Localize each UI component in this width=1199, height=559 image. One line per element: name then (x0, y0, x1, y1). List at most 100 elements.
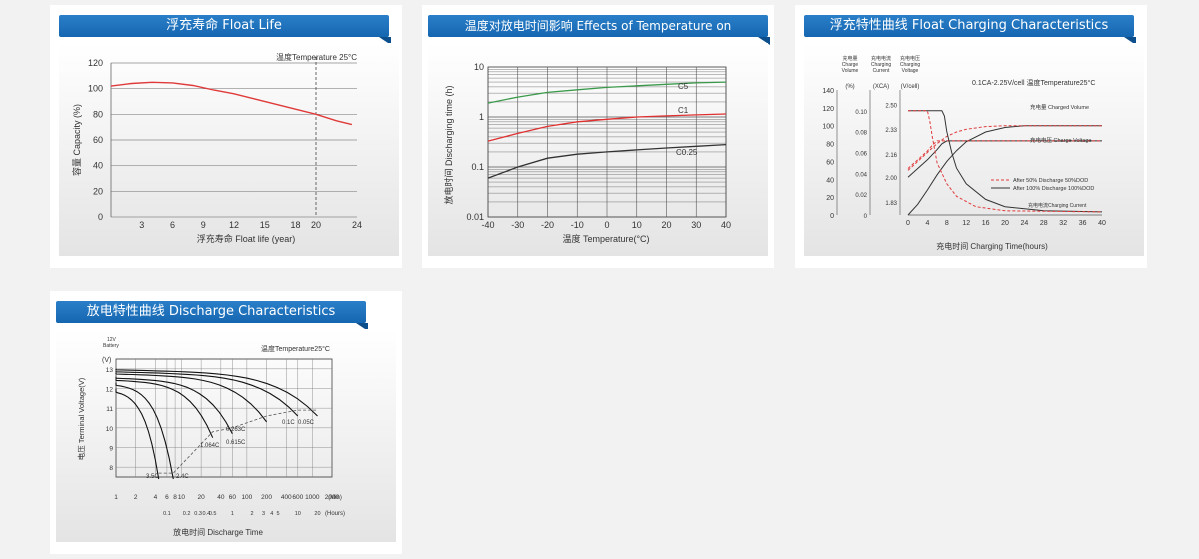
minute-tick-label: 100 (241, 494, 252, 501)
charging-current-50-line (908, 110, 1103, 213)
minute-tick-label: 6 (165, 494, 169, 501)
x-tick-label: 40 (721, 220, 731, 230)
column-header-cn: 充电电压 (900, 55, 920, 62)
float-life-card: 浮充寿命 Float Life 0 20 40 60 80 100 120 3 6 9 12 15 18… (50, 5, 402, 268)
rate-label: 2.4C (176, 474, 189, 480)
column-header-en: Voltage (902, 68, 919, 74)
rate-label: 0.1C (282, 420, 295, 426)
hour-tick-label: 20 (314, 511, 320, 517)
x-tick-label: 20 (1001, 220, 1009, 227)
x-tick-label: 3 (139, 220, 144, 230)
minute-tick-label: 1 (114, 494, 118, 501)
x-tick-label: 4 (925, 220, 929, 227)
end-voltage-line (158, 409, 318, 474)
y-tick-label: 20 (93, 186, 103, 196)
hour-tick-label: 0.3 (194, 511, 202, 517)
temp-effect-card: 温度对放电时间影响 Effects of Temperature on Disc… (422, 5, 774, 268)
series-label-c1: C1 (678, 106, 689, 115)
series-label-c025: C0.25 (676, 148, 698, 157)
minute-tick-label: 400 (281, 494, 292, 501)
plot-frame (115, 358, 333, 478)
current-tick-label: 0.08 (855, 131, 867, 137)
y-tick-label: 80 (93, 109, 103, 119)
hour-tick-label: 2 (251, 511, 254, 517)
volume-tick-label: 0 (830, 213, 834, 220)
series-line-C1 (487, 113, 727, 142)
column-header-cn: 充电电流 (871, 55, 891, 62)
column-header-en: Volume (842, 68, 859, 74)
column-header-en: Charging (871, 62, 892, 68)
x-axis-label: 充电时间 Charging Time(hours) (936, 241, 1048, 251)
hour-tick-label: 5 (277, 511, 280, 517)
series-line-C5 (487, 81, 727, 104)
y-tick-label: 0.1 (471, 162, 484, 172)
hour-tick-label: 3 (262, 511, 265, 517)
volume-tick-label: 140 (822, 88, 834, 95)
minute-tick-label: 40 (217, 494, 225, 501)
y-tick-label: 12 (106, 387, 114, 394)
x-tick-label: 0 (906, 220, 910, 227)
volume-tick-label: 80 (826, 142, 834, 149)
discharge-title: 放电特性曲线 Discharge Characteristics (56, 301, 368, 331)
hour-unit: (Hours) (325, 511, 345, 517)
x-axis-label: 浮充寿命 Float life (year) (197, 233, 296, 244)
current-tick-label: 0.10 (855, 110, 867, 116)
hour-tick-label: 4 (270, 511, 273, 517)
rate-label: 3.5C (146, 474, 159, 480)
y-tick-label: 40 (93, 161, 103, 171)
x-tick-label: 24 (1021, 220, 1029, 227)
volume-tick-label: 20 (826, 195, 834, 202)
minute-tick-label: 200 (261, 494, 272, 501)
condition-label: 0.1CA-2.25V/cell 温度Temperature25°C (972, 78, 1095, 87)
column-header-cn: 充电量 (842, 55, 857, 62)
float-charge-plot-bg (804, 43, 1144, 256)
current-tick-label: 0.02 (855, 193, 867, 199)
discharge-card: 放电特性曲线 Discharge Characteristics 1 2 4 6 8 10… (50, 291, 402, 554)
volume-tick-label: 60 (826, 159, 834, 166)
rate-label: 0.05C (298, 420, 315, 426)
x-tick-label: 15 (260, 220, 270, 230)
hour-tick-label: 0.5 (209, 511, 217, 517)
hour-tick-label: 0.1 (163, 511, 171, 517)
column-header-unit: (XCA) (873, 84, 889, 90)
x-tick-label: 24 (352, 220, 362, 230)
y-axis-label: 电压 Terminal Voltage(V) (76, 377, 86, 460)
hour-tick-label: 10 (295, 511, 301, 517)
x-tick-label: 36 (1079, 220, 1087, 227)
capacity-line (110, 81, 353, 126)
battery-label: Battery (103, 343, 119, 349)
discharge-curve-2.4C (115, 382, 174, 480)
legend-label-100: After 100% Discharge 100%DOD (1013, 186, 1094, 192)
x-tick-label: 28 (1040, 220, 1048, 227)
y-tick-label: 120 (88, 58, 103, 68)
x-tick-label: 9 (201, 220, 206, 230)
x-tick-label: -20 (541, 220, 554, 230)
minute-tick-label: 600 (292, 494, 303, 501)
float-life-title: 浮充寿命 Float Life (59, 15, 391, 45)
volume-tick-label: 120 (822, 106, 834, 113)
x-tick-label: 18 (290, 220, 300, 230)
charging-current-label: 充电电流Charging Current (1028, 202, 1087, 209)
hour-tick-label: 0.4 (202, 511, 210, 517)
annotation: 温度Temperature 25°C (276, 52, 357, 62)
hour-tick-label: 1 (231, 511, 234, 517)
discharge-curve-0.05C (115, 368, 318, 417)
discharge-curve-0.263C (115, 372, 268, 423)
y-tick-label: 11 (106, 406, 113, 413)
y-tick-label: 60 (93, 135, 103, 145)
y-tick-label: 10 (106, 426, 114, 433)
temp-effect-chart: -40 -30 -20 -10 0 10 20 30 40 0.01 0.1 1 10 C5 C1 C0.25… (443, 62, 731, 244)
minute-tick-label: 10 (178, 494, 186, 501)
x-tick-label: 0 (604, 220, 609, 230)
legend-label-50: After 50% Discharge 50%DOD (1013, 178, 1088, 184)
y-tick-label: 0 (98, 212, 103, 222)
minute-tick-label: 2000 (325, 494, 340, 501)
charge-voltage-50-line (907, 140, 1102, 169)
current-tick-label: 0.04 (855, 172, 867, 178)
y-unit: (V) (102, 357, 111, 364)
annotation: 温度Temperature25°C (261, 344, 330, 353)
minute-tick-label: 8 (173, 494, 177, 501)
current-tick-label: 0 (864, 214, 868, 220)
float-life-chart: 0 20 40 60 80 100 120 3 6 9 12 15 18 20 24 温度Temperatur… (71, 52, 362, 244)
x-tick-label: 6 (170, 220, 175, 230)
